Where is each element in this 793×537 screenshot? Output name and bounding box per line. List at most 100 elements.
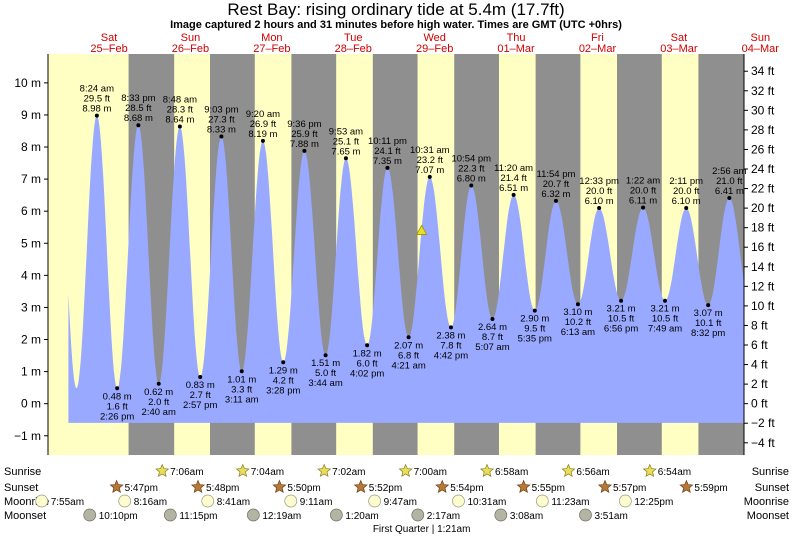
low-tide-feet: 2.7 ft — [190, 390, 211, 401]
right-tick-label: −4 ft — [751, 436, 775, 450]
high-tide-feet: 20.7 ft — [543, 179, 570, 190]
sunrise-icon — [642, 463, 657, 478]
sunrise-row-label-right: Sunrise — [752, 466, 789, 478]
tide-extreme-point — [323, 353, 328, 358]
date-label: 29–Feb — [416, 43, 453, 55]
high-tide-feet: 28.3 ft — [167, 105, 194, 116]
tide-extreme-point — [385, 165, 390, 170]
tide-extreme-point — [406, 335, 411, 340]
low-tide-time: 3:28 pm — [266, 385, 300, 396]
low-tide-metres: 2.07 m — [394, 340, 423, 351]
right-tick-label: 14 ft — [751, 260, 775, 274]
day-of-week-label: Thu — [507, 32, 526, 44]
moonrise-time: 9:47am — [384, 497, 417, 508]
date-label: 25–Feb — [90, 43, 127, 55]
tide-extreme-point — [365, 343, 370, 348]
high-tide-time: 8:33 pm — [121, 93, 155, 104]
high-tide-metres: 6.32 m — [541, 189, 570, 200]
tide-extreme-point — [239, 369, 244, 374]
low-tide-metres: 3.10 m — [563, 307, 592, 318]
day-of-week-label: Sat — [671, 32, 688, 44]
sunset-time: 5:59pm — [694, 483, 727, 494]
tide-extreme-point — [448, 325, 453, 330]
right-tick-label: 32 ft — [751, 84, 775, 98]
sunset-icon — [353, 479, 368, 494]
moonset-icon — [330, 508, 343, 522]
sunrise-icon — [155, 463, 170, 478]
low-tide-feet: 5.0 ft — [315, 368, 336, 379]
low-tide-metres: 0.83 m — [186, 380, 215, 391]
low-tide-metres: 2.90 m — [520, 314, 549, 325]
high-tide-feet: 20.0 ft — [586, 186, 613, 197]
low-tide-metres: 1.82 m — [353, 348, 382, 359]
high-tide-metres: 8.98 m — [82, 104, 111, 115]
moonset-row-label-left: Moonset — [4, 510, 46, 522]
moonrise-icon — [535, 494, 549, 508]
low-tide-time: 5:07 am — [475, 342, 509, 353]
high-tide-metres: 6.10 m — [672, 196, 701, 207]
high-tide-time: 1:22 am — [626, 176, 660, 187]
tide-extreme-point — [427, 174, 432, 179]
moonrise-row-label-right: Moonrise — [744, 496, 789, 508]
low-tide-time: 6:13 am — [561, 327, 595, 338]
high-tide-metres: 7.35 m — [373, 156, 402, 167]
right-tick-label: 30 ft — [751, 103, 775, 117]
right-tick-label: 0 ft — [751, 397, 768, 411]
low-tide-time: 2:57 pm — [183, 400, 217, 411]
sunrise-time: 7:00am — [414, 467, 447, 478]
tide-extreme-point — [281, 360, 286, 365]
high-tide-feet: 28.5 ft — [125, 103, 152, 114]
high-tide-feet: 20.0 ft — [630, 186, 657, 197]
high-tide-feet: 24.1 ft — [374, 146, 401, 157]
axes: −1 m 0 m 1 m 2 m 3 m 4 m 5 m 6 m 7 m 8 m 9 m 10 m −4… — [14, 32, 779, 455]
high-tide-metres: 8.64 m — [165, 115, 194, 126]
low-tide-time: 4:42 pm — [434, 350, 468, 361]
high-tide-time: 8:48 am — [163, 95, 197, 106]
date-label: 27–Feb — [253, 43, 290, 55]
left-tick-label: 8 m — [21, 140, 41, 154]
left-tick-label: 3 m — [21, 300, 41, 314]
right-tick-label: 16 ft — [751, 240, 775, 254]
day-of-week-label: Fri — [591, 32, 604, 44]
left-tick-label: 0 m — [21, 397, 41, 411]
tide-extreme-point — [94, 113, 99, 118]
high-tide-time: 11:20 am — [494, 163, 533, 174]
moonrise-icon — [284, 494, 298, 508]
tide-extreme-point — [684, 205, 689, 210]
tide-extreme-point — [532, 308, 537, 313]
low-tide-metres: 3.21 m — [607, 304, 636, 315]
low-tide-time: 4:21 am — [391, 360, 425, 371]
sunset-time: 5:47pm — [125, 483, 158, 494]
tide-extreme-point — [575, 302, 580, 307]
sunset-time: 5:54pm — [450, 483, 483, 494]
sunset-time: 5:50pm — [287, 483, 320, 494]
moonrise-icon — [118, 494, 132, 508]
tide-extreme-point — [156, 381, 161, 386]
high-tide-time: 12:33 pm — [579, 176, 619, 187]
high-tide-feet: 29.5 ft — [84, 94, 111, 105]
high-tide-metres: 6.10 m — [585, 196, 614, 207]
high-tide-time: 9:20 am — [246, 109, 280, 120]
low-tide-feet: 10.1 ft — [695, 318, 722, 329]
high-tide-metres: 6.51 m — [499, 183, 528, 194]
moonset-icon — [246, 508, 260, 522]
date-label: 02–Mar — [579, 43, 617, 55]
right-tick-label: 20 ft — [751, 201, 775, 215]
moonrise-icon — [619, 494, 632, 508]
right-tick-label: 24 ft — [751, 162, 775, 176]
tide-extreme-point — [136, 123, 141, 128]
high-tide-feet: 27.3 ft — [208, 114, 235, 125]
tide-extreme-point — [511, 192, 516, 197]
moonset-icon — [83, 508, 97, 522]
low-tide-metres: 1.29 m — [269, 365, 298, 376]
right-tick-label: 4 ft — [751, 358, 768, 372]
high-tide-time: 9:53 am — [329, 126, 363, 137]
low-tide-feet: 8.7 ft — [482, 332, 503, 343]
low-tide-feet: 9.5 ft — [524, 324, 545, 335]
moonset-time: 10:10pm — [99, 511, 138, 522]
high-tide-time: 10:11 pm — [368, 136, 407, 147]
chart-subtitle: Image captured 2 hours and 31 minutes be… — [170, 19, 622, 31]
right-tick-label: 28 ft — [751, 123, 775, 137]
